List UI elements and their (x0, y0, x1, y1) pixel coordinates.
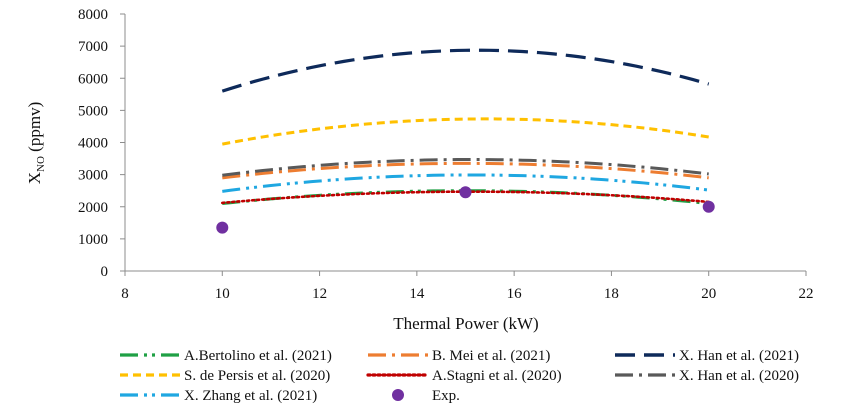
legend-item-s-de-persis-et-al-2020: S. de Persis et al. (2020) (120, 368, 330, 384)
x-tick-label: 8 (121, 286, 129, 302)
legend-label: B. Mei et al. (2021) (432, 348, 550, 364)
series-line-b-mei-et-al-2021 (222, 161, 709, 180)
series-line-s-de-persis-et-al-2020 (222, 117, 709, 146)
x-tick-label: 12 (312, 286, 327, 302)
legend-label: A.Bertolino et al. (2021) (184, 348, 332, 364)
y-tick-label: 4000 (78, 136, 108, 152)
y-tick-label: 5000 (78, 103, 108, 119)
legend-item-a-bertolino-et-al-2021: A.Bertolino et al. (2021) (120, 348, 332, 364)
legend-label: X. Zhang et al. (2021) (184, 388, 317, 404)
legend-label: Exp. (432, 388, 460, 404)
series-line-a-stagni-et-al-2020 (220, 190, 711, 205)
y-axis-label-sub: NO (35, 156, 47, 172)
legend-item-a-stagni-et-al-2020: A.Stagni et al. (2020) (366, 368, 562, 384)
x-tick-label: 18 (604, 286, 619, 302)
x-tick-label: 22 (799, 286, 814, 302)
y-tick-label: 2000 (78, 200, 108, 216)
y-tick-label: 8000 (78, 7, 108, 23)
y-axis-label-main: X (25, 172, 44, 184)
legend-swatch (392, 389, 404, 401)
x-axis-label: Thermal Power (kW) (393, 314, 538, 333)
series-line-x-han-et-al-2021 (221, 48, 710, 93)
legend-item-x-zhang-et-al-2021: X. Zhang et al. (2021) (120, 388, 317, 404)
x-tick-label: 20 (701, 286, 716, 302)
y-tick-label: 7000 (78, 39, 108, 55)
legend-label: S. de Persis et al. (2020) (184, 368, 330, 384)
legend-item-x-han-et-al-2021: X. Han et al. (2021) (615, 348, 799, 364)
legend-item-x-han-et-al-2020: X. Han et al. (2020) (615, 368, 799, 384)
exp-data-point (216, 221, 229, 234)
y-tick-label: 1000 (78, 232, 108, 248)
x-tick-label: 14 (409, 286, 425, 302)
legend: A.Bertolino et al. (2021) B. Mei et al. (… (120, 348, 799, 404)
axes: 0 1000 2000 3000 4000 5000 6000 7000 8000 8 10 12 14… (78, 7, 814, 302)
y-axis-label-unit: (ppmv) (25, 102, 44, 156)
series-line-x-han-et-al-2020 (222, 158, 709, 177)
legend-item-exp: Exp. (392, 388, 460, 404)
x-tick-label: 10 (215, 286, 230, 302)
legend-item-b-mei-et-al-2021: B. Mei et al. (2021) (368, 348, 550, 364)
legend-label: A.Stagni et al. (2020) (432, 368, 562, 384)
y-axis-label: XNO (ppmv) (25, 102, 47, 184)
y-tick-label: 3000 (78, 168, 108, 184)
legend-label: X. Han et al. (2021) (679, 348, 799, 364)
legend-label: X. Han et al. (2020) (679, 368, 799, 384)
exp-data-point (702, 200, 715, 213)
plot-area (216, 48, 715, 234)
y-tick-label: 6000 (78, 71, 108, 87)
y-tick-label: 0 (101, 264, 109, 280)
x-tick-label: 16 (507, 286, 523, 302)
exp-data-point (459, 186, 472, 199)
